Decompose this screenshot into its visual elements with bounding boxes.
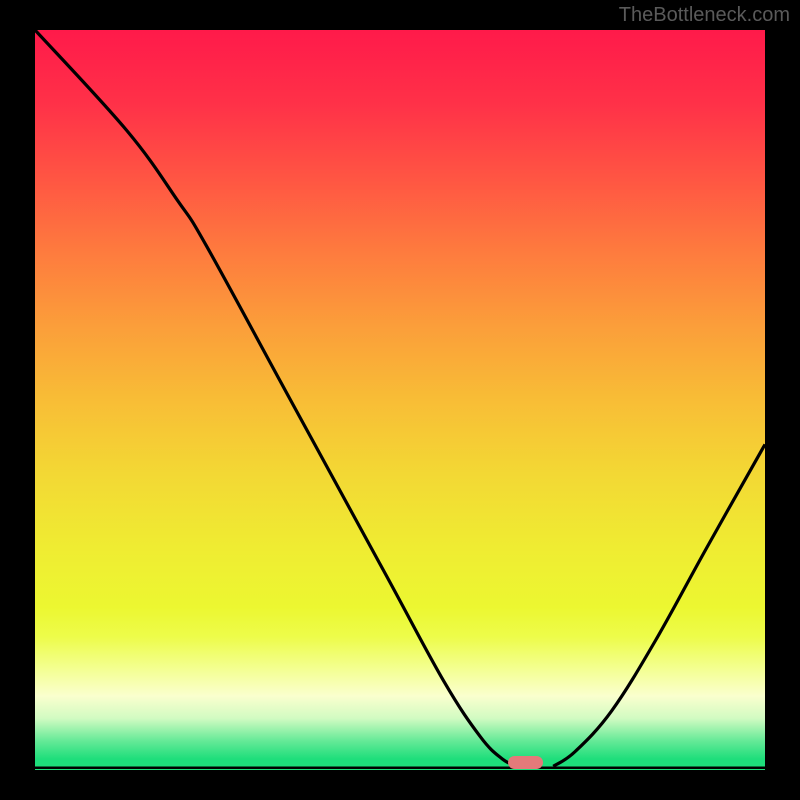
- curve-right-branch: [553, 444, 765, 766]
- plot-area: [35, 30, 765, 770]
- watermark-text: TheBottleneck.com: [619, 4, 790, 27]
- bottleneck-marker: [508, 756, 543, 769]
- chart-container: TheBottleneck.com: [0, 0, 800, 800]
- curve-left-branch: [35, 30, 517, 766]
- curve-layer: [35, 30, 765, 770]
